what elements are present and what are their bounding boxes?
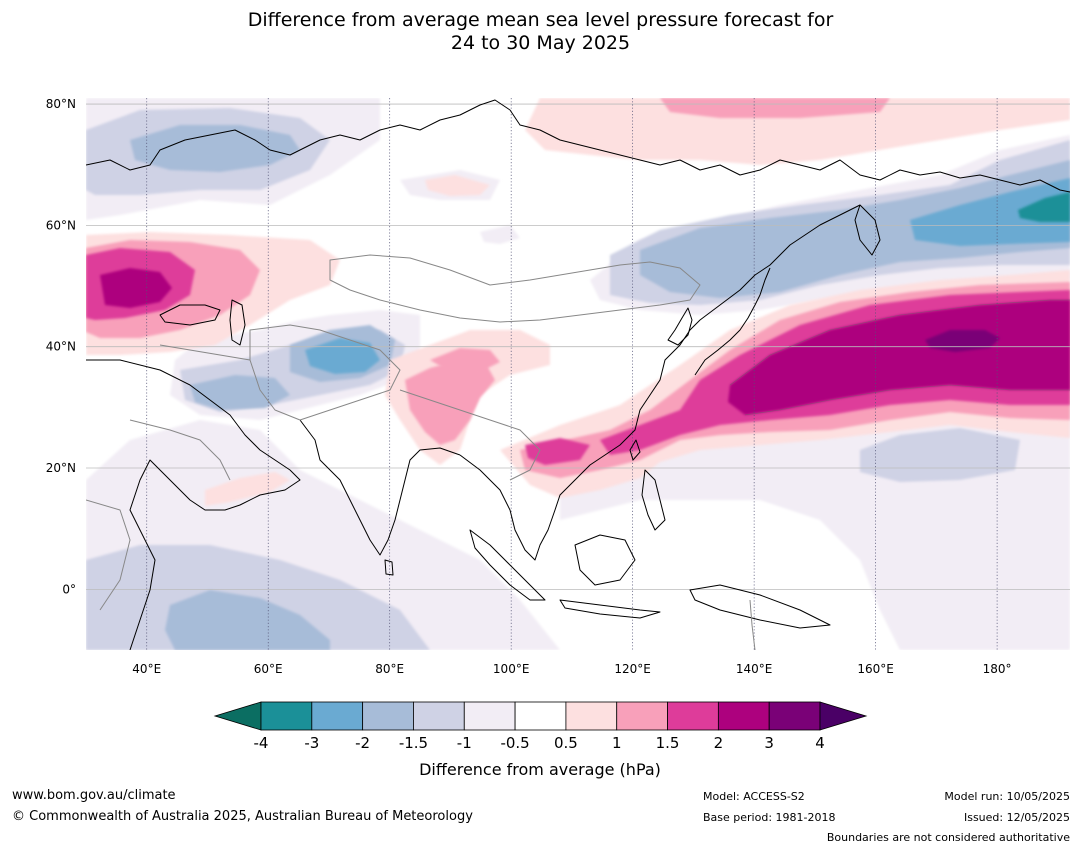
- longitude-label: 60°E: [254, 662, 283, 676]
- colorbar-tick-label: 0.5: [554, 734, 578, 752]
- colorbar-tick-label: 2: [714, 734, 724, 752]
- longitude-label: 100°E: [493, 662, 530, 676]
- contour-lines: [729, 299, 1070, 416]
- colorbar-swatch: [514, 701, 567, 731]
- colorbar-tick-label: 1.5: [656, 734, 680, 752]
- map-title: Difference from average mean sea level p…: [0, 9, 1081, 55]
- colorbar-tick-label: -2: [355, 734, 370, 752]
- longitude-label: 40°E: [132, 662, 161, 676]
- coastlines: [86, 99, 1070, 650]
- footer-disclaimer: Boundaries are not considered authoritat…: [826, 831, 1070, 844]
- latitude-label: 80°N: [46, 97, 76, 111]
- footer-issued: Issued: 12/05/2025: [963, 811, 1070, 824]
- colorbar-swatch: [667, 701, 719, 731]
- longitude-labels: 40°E 60°E 80°E 100°E 120°E 140°E 160°E 180°: [132, 662, 1011, 676]
- longitude-label: 180°: [983, 662, 1012, 676]
- colorbar-swatch: [463, 701, 516, 731]
- colorbar-tick-label: -1: [457, 734, 472, 752]
- latitude-label: 20°N: [46, 461, 76, 475]
- colorbar-tick-label: -0.5: [500, 734, 529, 752]
- footer-model: Model: ACCESS-S2: [703, 790, 805, 803]
- longitude-label: 140°E: [736, 662, 773, 676]
- pressure-anomaly-field: [86, 98, 1070, 650]
- negative-1-5-regions: [130, 125, 1070, 650]
- latitude-labels: 80°N 60°N 40°N 20°N 0°: [46, 97, 76, 596]
- longitude-label: 160°E: [857, 662, 894, 676]
- country-borders: [86, 254, 756, 650]
- colorbar-swatch: [717, 701, 770, 731]
- colorbar-tick-label: 4: [815, 734, 825, 752]
- footer-base-period: Base period: 1981-2018: [703, 811, 836, 824]
- negative-3-region: [1018, 192, 1070, 222]
- colorbar: -4 -3 -2 -1.5 -1 -0.5 0.5 1 1.5 2 3 4 Difference fr…: [213, 701, 868, 779]
- footer-model-run: Model run: 10/05/2025: [944, 790, 1070, 803]
- colorbar-swatch: [311, 701, 364, 731]
- map-title-line2: 24 to 30 May 2025: [450, 32, 631, 54]
- longitude-label: 80°E: [375, 662, 404, 676]
- latitude-label: 60°N: [46, 218, 76, 232]
- colorbar-unit-label: Difference from average (hPa): [419, 760, 661, 779]
- colorbar-high-extend: [819, 701, 868, 731]
- footer-website: www.bom.gov.au/climate: [12, 788, 176, 803]
- positive-2-regions: [100, 268, 1070, 415]
- footer-copyright: © Commonwealth of Australia 2025, Austra…: [12, 809, 473, 824]
- colorbar-swatch: [362, 701, 414, 731]
- colorbar-tick-label: 1: [612, 734, 622, 752]
- longitude-label: 120°E: [614, 662, 651, 676]
- latitude-label: 0°: [62, 582, 76, 596]
- graticule: [86, 98, 1070, 650]
- colorbar-swatch: [260, 701, 313, 731]
- latitude-label: 40°N: [46, 340, 76, 354]
- colorbar-swatch: [413, 701, 465, 731]
- colorbar-swatch: [565, 701, 618, 731]
- colorbar-tick-label: -3: [304, 734, 319, 752]
- colorbar-low-extend: [213, 701, 262, 731]
- colorbar-tick-label: -1.5: [399, 734, 428, 752]
- colorbar-swatch: [616, 701, 668, 731]
- colorbar-swatch: [768, 701, 821, 731]
- colorbar-tick-label: -4: [254, 734, 269, 752]
- map-title-line1: Difference from average mean sea level p…: [247, 9, 834, 31]
- colorbar-tick-label: 3: [764, 734, 774, 752]
